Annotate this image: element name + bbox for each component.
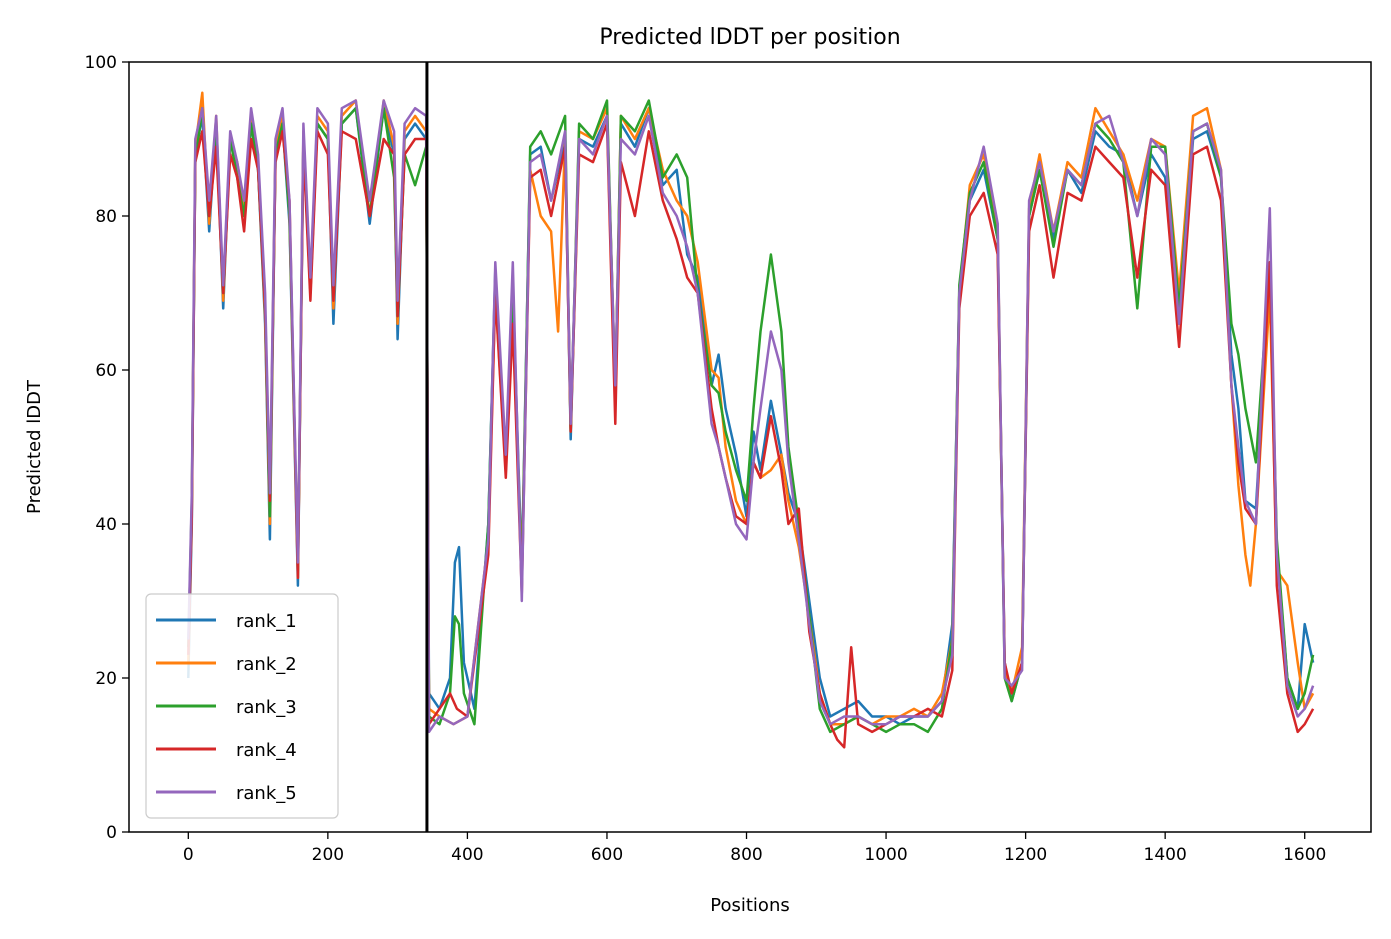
legend-box [145, 593, 339, 819]
y-axis-label: Predicted lDDT [24, 379, 45, 514]
x-tick-label: 1400 [1144, 845, 1187, 865]
y-tick-label: 0 [106, 823, 117, 843]
x-tick-label: 600 [591, 845, 623, 865]
legend-label-rank_2: rank_2 [236, 654, 297, 675]
y-axis: 0 20 40 60 80 100 [85, 53, 129, 843]
y-tick-label: 60 [95, 361, 117, 381]
series-layer [187, 91, 1315, 749]
x-axis-label: Positions [710, 895, 789, 916]
series-line-rank_5 [187, 99, 1315, 734]
x-tick-label: 800 [730, 845, 762, 865]
x-tick-label: 0 [183, 845, 194, 865]
chart-title: Predicted lDDT per position [599, 25, 900, 50]
y-tick-label: 40 [95, 515, 117, 535]
x-tick-label: 1000 [864, 845, 907, 865]
x-axis: 0 200 400 600 800 1000 1200 1400 1600 [183, 832, 1326, 865]
plot-frame [128, 61, 1372, 833]
legend-label-rank_1: rank_1 [236, 611, 297, 632]
y-tick-label: 80 [95, 207, 117, 227]
x-tick-label: 400 [451, 845, 483, 865]
legend-label-rank_3: rank_3 [236, 697, 297, 718]
x-tick-label: 1200 [1004, 845, 1047, 865]
legend-label-rank_4: rank_4 [236, 740, 297, 761]
series-line-rank_1 [187, 106, 1315, 726]
x-tick-label: 200 [312, 845, 344, 865]
series-line-rank_3 [187, 99, 1315, 734]
legend-label-rank_5: rank_5 [236, 783, 297, 804]
y-tick-label: 20 [95, 669, 117, 689]
legend: rank_1 rank_2 rank_3 rank_4 rank_5 [145, 593, 339, 819]
x-tick-label: 1600 [1283, 845, 1326, 865]
y-tick-label: 100 [85, 53, 117, 73]
